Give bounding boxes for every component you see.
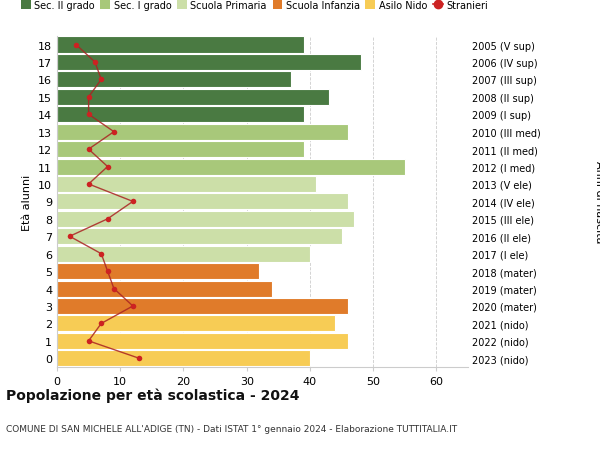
Bar xyxy=(57,194,348,210)
Bar xyxy=(57,38,304,53)
Bar xyxy=(57,316,335,332)
Text: Popolazione per età scolastica - 2024: Popolazione per età scolastica - 2024 xyxy=(6,388,299,403)
Bar xyxy=(57,124,348,140)
Bar xyxy=(57,55,361,71)
Legend: Sec. II grado, Sec. I grado, Scuola Primaria, Scuola Infanzia, Asilo Nido, Stran: Sec. II grado, Sec. I grado, Scuola Prim… xyxy=(17,0,491,15)
Bar xyxy=(57,142,304,158)
Bar xyxy=(57,263,259,280)
Bar xyxy=(57,281,272,297)
Bar xyxy=(57,177,316,193)
Bar xyxy=(57,107,304,123)
Bar xyxy=(57,159,405,175)
Bar xyxy=(57,351,310,366)
Bar xyxy=(57,246,310,262)
Text: COMUNE DI SAN MICHELE ALL'ADIGE (TN) - Dati ISTAT 1° gennaio 2024 - Elaborazione: COMUNE DI SAN MICHELE ALL'ADIGE (TN) - D… xyxy=(6,425,457,434)
Bar xyxy=(57,333,348,349)
Bar xyxy=(57,72,291,88)
Bar xyxy=(57,90,329,106)
Bar xyxy=(57,229,341,245)
Bar xyxy=(57,298,348,314)
Bar xyxy=(57,211,354,227)
Y-axis label: Età alunni: Età alunni xyxy=(22,174,32,230)
Y-axis label: Anni di nascita: Anni di nascita xyxy=(593,161,600,243)
